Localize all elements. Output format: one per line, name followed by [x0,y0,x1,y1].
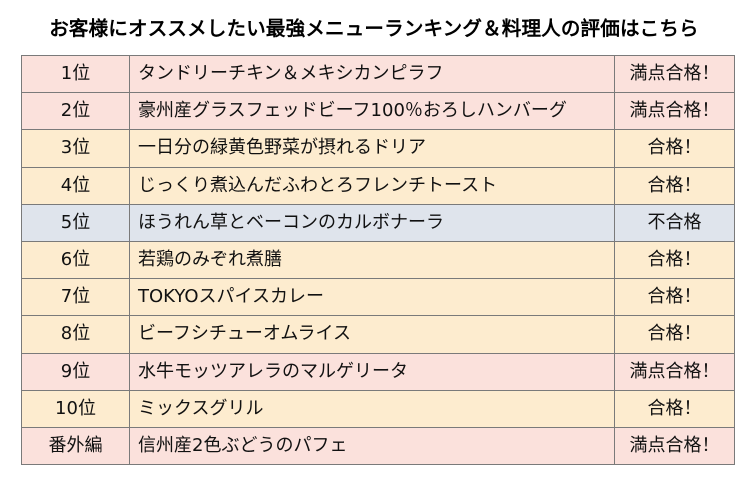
table-row: 10位 ミックスグリル 合格！ [21,389,735,428]
table-row: 3位 一日分の緑黄色野菜が摂れるドリア 合格！ [21,129,735,168]
evaluation-cell: 合格！ [614,129,735,168]
dish-cell: 一日分の緑黄色野菜が摂れるドリア [129,129,615,168]
rank-cell: 8位 [21,315,130,354]
rank-cell: 1位 [21,54,130,94]
evaluation-cell: 合格！ [614,389,735,428]
table-row: 6位 若鶏のみぞれ煮膳 合格！ [21,240,735,280]
evaluation-cell: 合格！ [614,315,735,354]
evaluation-cell: 合格！ [614,240,735,280]
rank-cell: 10位 [21,389,130,428]
table-row: 5位 ほうれん草とベーコンのカルボナーラ 不合格 [21,203,735,242]
dish-cell: 豪州産グラスフェッドビーフ100％おろしハンバーグ [129,92,615,131]
rank-cell: 6位 [21,240,130,280]
evaluation-cell: 満点合格！ [614,54,735,94]
dish-cell: ビーフシチューオムライス [129,315,615,354]
dish-cell: TOKYOスパイスカレー [129,278,615,317]
dish-cell: ミックスグリル [129,389,615,428]
page-title: お客様にオススメしたい最強メニューランキング＆料理人の評価はこちら [49,17,699,40]
table-row: 1位 タンドリーチキン＆メキシカンピラフ 満点合格！ [21,54,735,94]
rank-cell: 3位 [21,129,130,168]
table-row: 2位 豪州産グラスフェッドビーフ100％おろしハンバーグ 満点合格！ [21,92,735,131]
evaluation-cell: 合格！ [614,166,735,205]
dish-cell: ほうれん草とベーコンのカルボナーラ [129,203,615,242]
table-row: 4位 じっくり煮込んだふわとろフレンチトースト 合格！ [21,166,735,205]
dish-cell: 水牛モッツアレラのマルゲリータ [129,352,615,391]
ranking-table: 1位 タンドリーチキン＆メキシカンピラフ 満点合格！ 2位 豪州産グラスフェッド… [21,54,735,466]
rank-cell: 2位 [21,92,130,131]
rank-cell: 番外編 [21,426,130,466]
rank-cell: 7位 [21,278,130,317]
dish-cell: 若鶏のみぞれ煮膳 [129,240,615,280]
evaluation-cell: 不合格 [614,203,735,242]
table-row: 番外編 信州産2色ぶどうのパフェ 満点合格！ [21,426,735,466]
table-row: 7位 TOKYOスパイスカレー 合格！ [21,278,735,317]
table-row: 8位 ビーフシチューオムライス 合格！ [21,315,735,354]
evaluation-cell: 満点合格！ [614,352,735,391]
rank-cell: 9位 [21,352,130,391]
rank-cell: 5位 [21,203,130,242]
dish-cell: タンドリーチキン＆メキシカンピラフ [129,54,615,94]
dish-cell: 信州産2色ぶどうのパフェ [129,426,615,466]
dish-cell: じっくり煮込んだふわとろフレンチトースト [129,166,615,205]
rank-cell: 4位 [21,166,130,205]
table-row: 9位 水牛モッツアレラのマルゲリータ 満点合格！ [21,352,735,391]
evaluation-cell: 満点合格！ [614,92,735,131]
evaluation-cell: 合格！ [614,278,735,317]
evaluation-cell: 満点合格！ [614,426,735,466]
